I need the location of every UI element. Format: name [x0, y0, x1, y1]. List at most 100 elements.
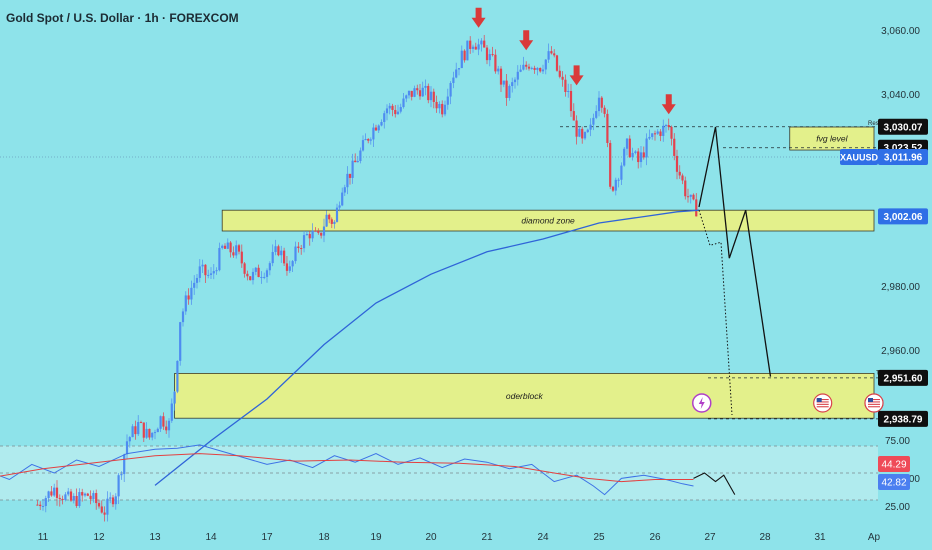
- candle-body: [388, 105, 391, 109]
- candle-body: [151, 432, 154, 438]
- candle-body: [597, 97, 601, 112]
- candle-body: [226, 242, 229, 249]
- candle-body: [396, 111, 400, 115]
- x-tick-label: 11: [38, 532, 49, 543]
- candle-body: [83, 493, 87, 496]
- candle-body: [251, 271, 255, 281]
- symbol-badge: XAUUSD: [840, 153, 879, 163]
- candle-body: [176, 360, 179, 392]
- candle-body: [642, 152, 645, 158]
- candle-body: [511, 82, 514, 87]
- candle-body: [114, 496, 117, 505]
- x-tick-label: 28: [759, 532, 771, 543]
- price-level-label-bg: [878, 410, 928, 427]
- current-price-label-bg: [878, 149, 928, 165]
- y-tick-label: 3,040.00: [881, 90, 920, 101]
- candle-body: [525, 64, 528, 67]
- candle-body: [561, 76, 564, 80]
- candle-body: [443, 104, 447, 115]
- candle-body: [207, 274, 210, 276]
- rsi-value-label: 44.29: [881, 460, 906, 471]
- candle-body: [452, 77, 455, 84]
- candle-body: [558, 70, 561, 77]
- x-tick-label: 12: [93, 532, 105, 543]
- x-tick-label: 13: [149, 532, 161, 543]
- candle-body: [128, 437, 131, 442]
- candle-body: [480, 40, 483, 45]
- candle-body: [106, 498, 109, 515]
- candle-body: [686, 196, 690, 198]
- candle-body: [692, 194, 695, 200]
- candle-body: [215, 270, 218, 272]
- candle-body: [634, 151, 637, 153]
- candle-body: [429, 91, 433, 101]
- us-flag-icon[interactable]: [813, 393, 833, 413]
- candle-body: [173, 391, 176, 404]
- candle-body: [394, 109, 397, 115]
- candle-body: [383, 113, 386, 122]
- candle-body: [291, 261, 294, 267]
- candle-body: [237, 245, 241, 252]
- rsi-tick-label: 25.00: [885, 502, 910, 513]
- candle-body: [142, 422, 145, 438]
- candle-body: [410, 90, 413, 97]
- candle-body: [44, 498, 47, 507]
- candle-body: [131, 426, 134, 438]
- candle-body: [333, 221, 336, 224]
- us-flag-icon[interactable]: [864, 393, 884, 413]
- candle-body: [637, 151, 640, 163]
- candle-body: [435, 101, 438, 109]
- rsi-value-label: 42.82: [881, 478, 906, 489]
- candle-body: [159, 416, 162, 429]
- candle-body: [530, 67, 533, 69]
- projection-path: [698, 126, 772, 377]
- candle-body: [544, 59, 547, 70]
- candle-body: [432, 91, 435, 102]
- candle-body: [145, 428, 148, 438]
- candle-body: [346, 173, 349, 188]
- candle-body: [385, 108, 389, 114]
- candle-body: [268, 263, 271, 271]
- candle-body: [427, 85, 430, 101]
- candle-body: [497, 68, 500, 72]
- candle-body: [181, 311, 185, 323]
- candle-body: [628, 138, 631, 158]
- candle-body: [402, 98, 405, 108]
- candle-body: [308, 234, 311, 239]
- flag-stripe: [816, 406, 829, 408]
- flag-stripe: [868, 401, 880, 403]
- candle-body: [302, 235, 306, 249]
- flag-stripe: [816, 399, 829, 401]
- candle-body: [109, 497, 112, 499]
- candle-body: [97, 503, 101, 507]
- candle-body: [100, 506, 103, 513]
- candle-body: [572, 111, 575, 121]
- zone-box: [221, 209, 875, 232]
- candle-body: [300, 248, 303, 250]
- candle-body: [455, 69, 458, 78]
- price-level-label: 3,030.07: [884, 122, 923, 133]
- rsi-ma-line: [0, 453, 694, 483]
- candle-body: [689, 194, 692, 197]
- candle-body: [695, 199, 698, 217]
- candle-body: [684, 180, 687, 197]
- candle-body: [265, 270, 269, 277]
- candle-body: [595, 111, 598, 118]
- price-level-label: 3,023.52: [884, 143, 923, 154]
- candle-body: [257, 267, 260, 278]
- candle-body: [356, 160, 359, 163]
- candle-body: [527, 66, 531, 69]
- candle-body: [589, 124, 592, 130]
- candle-body: [351, 160, 354, 178]
- candle-body: [314, 230, 317, 232]
- candle-body: [513, 79, 517, 83]
- price-level-label: 3,002.06: [884, 212, 923, 223]
- candle-body: [120, 474, 123, 476]
- y-tick-label: 2,980.00: [881, 282, 920, 293]
- candle-body: [187, 295, 190, 300]
- rsi-value-label-bg: [878, 456, 910, 472]
- candle-body: [469, 40, 472, 49]
- candle-body: [61, 498, 64, 500]
- candle-body: [667, 125, 670, 127]
